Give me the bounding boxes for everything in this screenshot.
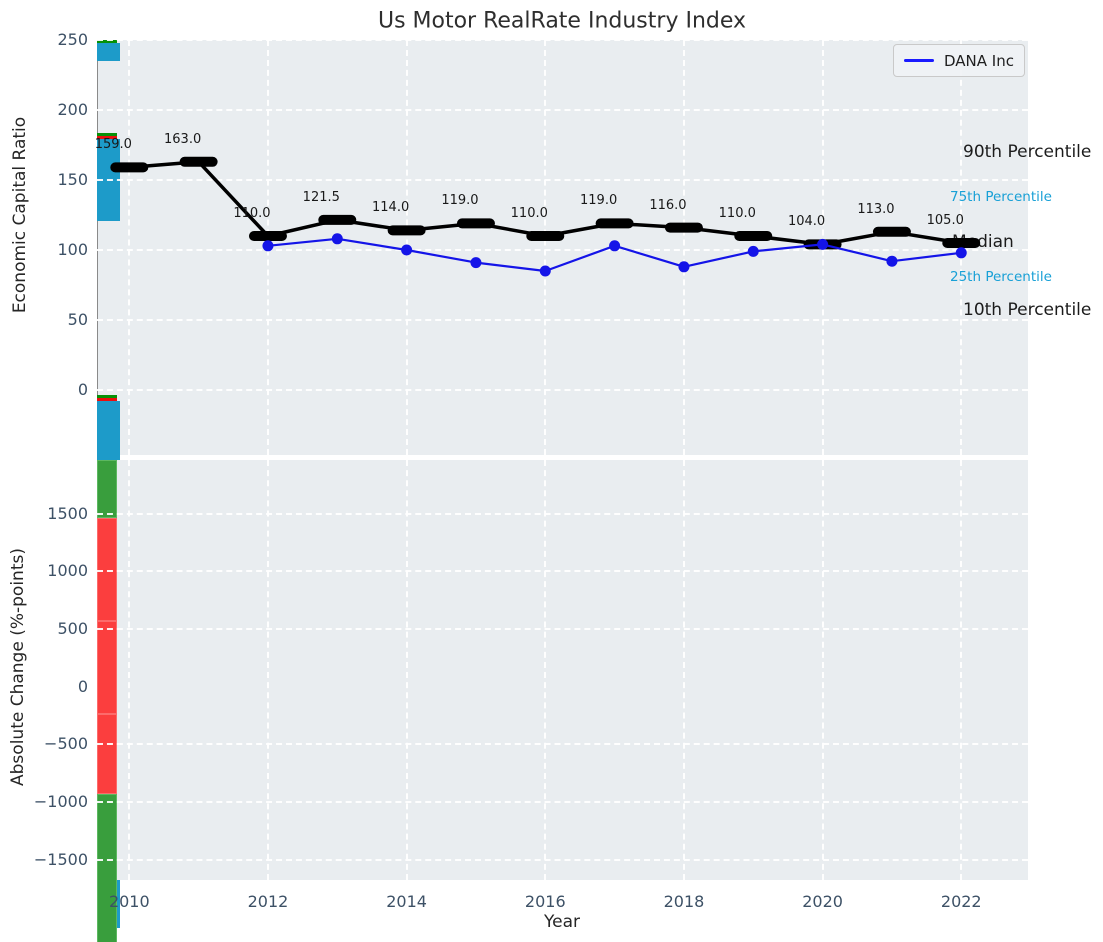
bar-positive <box>97 794 117 942</box>
dana-point <box>886 255 898 267</box>
x-tick-label: 2014 <box>386 892 427 911</box>
top-y-tick-label: 0 <box>77 380 88 399</box>
gridline-h <box>97 858 1028 861</box>
x-tick-label: 2020 <box>802 892 843 911</box>
dana-point <box>262 240 274 252</box>
bar-negative <box>97 713 117 795</box>
median-value-label: 121.5 <box>302 189 340 205</box>
legend: DANA Inc <box>893 44 1025 77</box>
median-value-label: 119.0 <box>441 193 479 209</box>
whisker-cap-high <box>97 132 117 136</box>
median-value-label: 159.0 <box>94 137 132 153</box>
gridline-h <box>97 801 1028 804</box>
box-iqr <box>97 43 120 62</box>
bottom-y-tick-label: 1500 <box>47 503 88 523</box>
median-value-label: 110.0 <box>718 206 756 221</box>
gridline-v <box>682 460 685 880</box>
top-plot-area: 90th Percentile 75th Percentile Median 25th… <box>95 39 1091 942</box>
bottom-y-tick-label: −1000 <box>33 792 88 812</box>
bottom-plot-area <box>97 460 1028 942</box>
median-value-label: 105.0 <box>926 213 964 228</box>
chart-title: Us Motor RealRate Industry Index <box>377 8 747 34</box>
whisker-cap-low <box>97 397 117 401</box>
median-value-label: 119.0 <box>580 193 618 209</box>
x-tick-label: 2010 <box>108 892 150 911</box>
gridline-v <box>821 460 824 880</box>
gridline-h <box>97 389 1028 391</box>
top-y-tick-label: 100 <box>57 240 88 259</box>
median-value-label: 163.0 <box>164 131 202 147</box>
top-y-tick-label: 150 <box>57 170 88 189</box>
label-10th-percentile: 10th Percentile <box>963 300 1092 320</box>
top-y-axis-label: Economic Capital Ratio <box>10 116 30 314</box>
dana-point <box>747 245 759 257</box>
gridline-v <box>128 460 131 880</box>
whisker-line <box>97 221 98 395</box>
median-value-label: 110.0 <box>233 206 271 221</box>
gridline-v <box>405 460 408 880</box>
gridline-h <box>97 109 1028 111</box>
top-lines-overlay <box>110 156 981 277</box>
bottom-y-tick-label: 1000 <box>47 561 88 581</box>
gridline-h <box>97 39 1028 41</box>
legend-label: DANA Inc <box>944 51 1014 70</box>
x-tick-label: 2012 <box>247 892 289 911</box>
x-tick-label: 2022 <box>940 892 982 911</box>
gridline-h <box>97 628 1028 631</box>
dana-point <box>331 233 343 245</box>
x-axis-label: Year <box>544 912 580 932</box>
whisker-cap-high <box>97 40 117 43</box>
gridline-v <box>682 40 685 455</box>
whisker-line <box>97 61 98 133</box>
median-value-label: 104.0 <box>787 214 826 230</box>
gridline-h <box>97 249 1028 251</box>
label-75th-percentile: 75th Percentile <box>950 189 1052 205</box>
median-value-label: 114.0 <box>372 200 410 216</box>
whisker-cap-high <box>97 394 117 398</box>
dana-point <box>401 244 413 256</box>
legend-line-swatch <box>904 59 934 62</box>
dana-point <box>817 238 829 250</box>
dana-point <box>678 261 690 273</box>
top-y-tick-label: 50 <box>67 310 88 329</box>
bottom-y-tick-label: −500 <box>44 734 88 754</box>
gridline-v <box>544 460 547 880</box>
whisker-cap-low <box>97 135 117 139</box>
gridline-h <box>97 179 1028 181</box>
top-y-tick-label: 250 <box>57 30 88 49</box>
gridline-v <box>266 460 269 880</box>
label-90th-percentile: 90th Percentile <box>963 142 1092 162</box>
top-y-tick-label: 200 <box>57 100 88 119</box>
bottom-y-tick-label: −1500 <box>33 849 88 869</box>
dana-point <box>955 247 967 259</box>
gridline-h <box>97 743 1028 746</box>
gridline-h <box>97 319 1028 321</box>
median-value-label: 116.0 <box>649 197 687 213</box>
label-25th-percentile: 25th Percentile <box>950 269 1052 285</box>
gridline-v <box>544 40 547 455</box>
bottom-y-tick-label: 0 <box>77 676 88 696</box>
dana-point <box>539 265 551 277</box>
median-value-label: 113.0 <box>857 201 895 217</box>
dana-point <box>609 240 621 252</box>
bottom-y-axis-label: Absolute Change (%-points) <box>8 548 28 786</box>
x-tick-label: 2016 <box>524 892 566 911</box>
dana-point <box>470 257 482 269</box>
x-tick-label: 2018 <box>663 892 705 911</box>
bar-positive <box>97 460 117 518</box>
gridline-h <box>97 512 1028 515</box>
bar-negative <box>97 621 117 714</box>
bar-negative <box>97 517 117 622</box>
gridline-h <box>97 570 1028 573</box>
gridline-v <box>960 460 963 880</box>
bottom-y-tick-label: 500 <box>57 619 88 639</box>
gridline-v <box>128 40 131 455</box>
median-value-label: 110.0 <box>510 206 548 221</box>
